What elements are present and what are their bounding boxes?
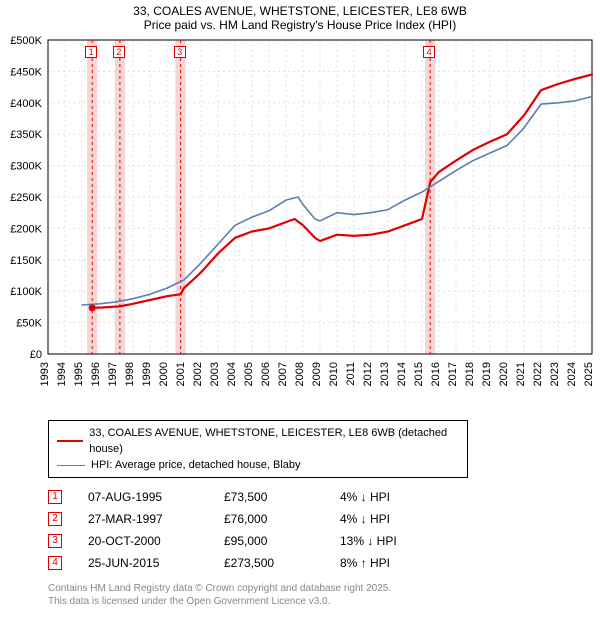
- legend-label: 33, COALES AVENUE, WHETSTONE, LEICESTER,…: [89, 425, 459, 457]
- event-date: 20-OCT-2000: [88, 530, 198, 552]
- event-date: 07-AUG-1995: [88, 486, 198, 508]
- event-row: 3 20-OCT-2000 £95,000 13% ↓ HPI: [48, 530, 600, 552]
- svg-text:2009: 2009: [311, 362, 323, 386]
- events-table: 1 07-AUG-1995 £73,500 4% ↓ HPI 2 27-MAR-1997 £…: [48, 486, 600, 574]
- svg-text:1996: 1996: [90, 362, 102, 386]
- svg-text:£350K: £350K: [10, 129, 42, 141]
- svg-text:2007: 2007: [277, 362, 289, 386]
- title-line-1: 33, COALES AVENUE, WHETSTONE, LEICESTER,…: [0, 4, 600, 18]
- data-attribution: Contains HM Land Registry data © Crown c…: [48, 582, 600, 608]
- event-price: £76,000: [224, 508, 314, 530]
- svg-text:£400K: £400K: [10, 98, 42, 110]
- svg-text:1994: 1994: [56, 362, 68, 386]
- chart-marker-3: 3: [174, 46, 186, 58]
- event-row: 4 25-JUN-2015 £273,500 8% ↑ HPI: [48, 552, 600, 574]
- svg-text:2001: 2001: [175, 362, 187, 386]
- svg-text:£100K: £100K: [10, 286, 42, 298]
- event-date: 25-JUN-2015: [88, 552, 198, 574]
- svg-text:1997: 1997: [107, 362, 119, 386]
- svg-text:£150K: £150K: [10, 255, 42, 267]
- event-price: £273,500: [224, 552, 314, 574]
- event-row: 1 07-AUG-1995 £73,500 4% ↓ HPI: [48, 486, 600, 508]
- svg-text:2011: 2011: [345, 362, 357, 386]
- event-badge: 1: [48, 490, 62, 504]
- svg-text:2022: 2022: [532, 362, 544, 386]
- svg-text:1993: 1993: [39, 362, 51, 386]
- svg-text:2003: 2003: [209, 362, 221, 386]
- svg-text:2002: 2002: [192, 362, 204, 386]
- event-delta: 8% ↑ HPI: [340, 552, 440, 574]
- svg-text:2008: 2008: [294, 362, 306, 386]
- chart-marker-1: 1: [85, 46, 97, 58]
- svg-text:2017: 2017: [447, 362, 459, 386]
- chart-area: £0 £50K £100K £150K £200K £250K £300K £350K £400…: [0, 34, 600, 414]
- svg-text:2005: 2005: [243, 362, 255, 386]
- line-chart: £0 £50K £100K £150K £200K £250K £300K £350K £400…: [0, 34, 600, 414]
- svg-text:£300K: £300K: [10, 161, 42, 173]
- svg-text:£0: £0: [30, 349, 42, 361]
- svg-text:£50K: £50K: [16, 318, 42, 330]
- chart-marker-4: 4: [423, 46, 435, 58]
- legend-swatch: [57, 465, 85, 466]
- chart-legend: 33, COALES AVENUE, WHETSTONE, LEICESTER,…: [48, 420, 468, 478]
- svg-text:2021: 2021: [515, 362, 527, 386]
- event-price: £95,000: [224, 530, 314, 552]
- svg-text:2023: 2023: [549, 362, 561, 386]
- title-line-2: Price paid vs. HM Land Registry's House …: [0, 18, 600, 32]
- attribution-line-2: This data is licensed under the Open Gov…: [48, 595, 600, 608]
- svg-text:1999: 1999: [141, 362, 153, 386]
- svg-text:£250K: £250K: [10, 192, 42, 204]
- svg-text:£500K: £500K: [10, 35, 42, 47]
- chart-marker-2: 2: [113, 46, 125, 58]
- event-delta: 4% ↓ HPI: [340, 486, 440, 508]
- event-delta: 13% ↓ HPI: [340, 530, 440, 552]
- event-date: 27-MAR-1997: [88, 508, 198, 530]
- svg-text:£200K: £200K: [10, 223, 42, 235]
- event-row: 2 27-MAR-1997 £76,000 4% ↓ HPI: [48, 508, 600, 530]
- svg-text:2015: 2015: [413, 362, 425, 386]
- legend-label: HPI: Average price, detached house, Blab…: [91, 457, 301, 473]
- event-delta: 4% ↓ HPI: [340, 508, 440, 530]
- svg-text:2014: 2014: [396, 362, 408, 386]
- legend-swatch: [57, 440, 83, 442]
- svg-text:£450K: £450K: [10, 66, 42, 78]
- svg-text:2025: 2025: [583, 362, 595, 386]
- svg-text:2000: 2000: [158, 362, 170, 386]
- svg-text:2024: 2024: [566, 362, 578, 386]
- event-price: £73,500: [224, 486, 314, 508]
- svg-text:2018: 2018: [464, 362, 476, 386]
- svg-text:2006: 2006: [260, 362, 272, 386]
- svg-text:2019: 2019: [481, 362, 493, 386]
- legend-item: HPI: Average price, detached house, Blab…: [57, 457, 459, 473]
- svg-text:1995: 1995: [73, 362, 85, 386]
- svg-text:2016: 2016: [430, 362, 442, 386]
- event-badge: 3: [48, 534, 62, 548]
- svg-text:2020: 2020: [498, 362, 510, 386]
- chart-title: 33, COALES AVENUE, WHETSTONE, LEICESTER,…: [0, 0, 600, 34]
- attribution-line-1: Contains HM Land Registry data © Crown c…: [48, 582, 600, 595]
- svg-text:2013: 2013: [379, 362, 391, 386]
- svg-text:2012: 2012: [362, 362, 374, 386]
- legend-item: 33, COALES AVENUE, WHETSTONE, LEICESTER,…: [57, 425, 459, 457]
- svg-text:2004: 2004: [226, 362, 238, 386]
- event-badge: 4: [48, 556, 62, 570]
- event-badge: 2: [48, 512, 62, 526]
- svg-text:1998: 1998: [124, 362, 136, 386]
- svg-text:2010: 2010: [328, 362, 340, 386]
